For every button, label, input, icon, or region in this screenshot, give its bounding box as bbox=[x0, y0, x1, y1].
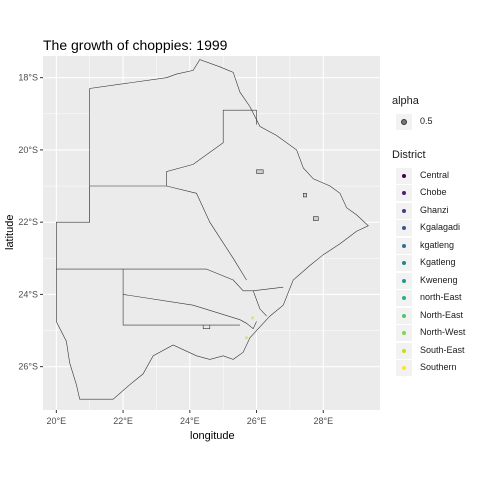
legend-key bbox=[396, 220, 412, 236]
y-tick-label: 26°S bbox=[18, 362, 38, 372]
legend-label: Chobe bbox=[420, 187, 447, 197]
x-tick-label: 28°E bbox=[313, 416, 333, 426]
y-tick-label: 22°S bbox=[18, 217, 38, 227]
legend-district-item: Ghanzi bbox=[392, 202, 465, 220]
legend-dot-icon bbox=[402, 348, 406, 353]
legend-label: North-West bbox=[420, 327, 466, 337]
legend-key bbox=[396, 342, 412, 359]
legend-label: 0.5 bbox=[420, 116, 433, 126]
district-boundary bbox=[202, 325, 211, 330]
district-boundary bbox=[239, 319, 257, 330]
legend-key bbox=[396, 307, 412, 324]
legend-label: kgatleng bbox=[420, 239, 455, 250]
legend-alpha-item: 0.5 bbox=[392, 113, 465, 131]
legend-dot-icon bbox=[402, 208, 406, 213]
legend-district-item: North-West bbox=[392, 324, 465, 342]
legend-key bbox=[396, 255, 412, 271]
legend-alpha-items: 0.5 bbox=[392, 113, 465, 131]
legend-label: Kweneng bbox=[420, 274, 458, 285]
district-enclave bbox=[256, 169, 264, 174]
district-boundary bbox=[89, 185, 247, 281]
legend-district-item: north-East bbox=[392, 289, 465, 307]
legend-dot-icon bbox=[402, 313, 406, 318]
legend-district-item: Central bbox=[392, 167, 465, 185]
legend-label: Kgalagadi bbox=[420, 222, 461, 232]
legend-key bbox=[396, 325, 412, 341]
legend-dot-icon bbox=[402, 261, 406, 265]
legend-key bbox=[396, 360, 412, 376]
legend-dot-icon bbox=[402, 173, 406, 178]
legend-dot-icon bbox=[402, 191, 406, 195]
district-boundary bbox=[122, 269, 240, 326]
legend-label: Southern bbox=[420, 362, 457, 372]
district-boundary bbox=[206, 268, 267, 317]
legend-dot-icon bbox=[402, 226, 406, 230]
legend-ring-icon bbox=[401, 119, 407, 125]
district-boundary bbox=[123, 294, 240, 320]
x-tick-label: 20°E bbox=[47, 416, 67, 426]
legend-district-item: Kgatleng bbox=[392, 254, 465, 272]
legend-district-item: Chobe bbox=[392, 184, 465, 202]
legend-key bbox=[396, 114, 412, 130]
store-point bbox=[244, 336, 249, 340]
legend-district-item: North-East bbox=[392, 307, 465, 325]
legend-dot-icon bbox=[402, 296, 406, 300]
legend-label: north-East bbox=[420, 292, 462, 302]
x-axis-label: longitude bbox=[190, 430, 235, 442]
legend-key bbox=[396, 167, 412, 184]
legend-key bbox=[396, 290, 412, 306]
y-tick-label: 18°S bbox=[18, 73, 38, 83]
x-tick-label: 26°E bbox=[247, 416, 267, 426]
legend: alpha 0.5 District Central Chobe Ghanzi Kga… bbox=[392, 95, 465, 377]
legend-district-item: kgatleng bbox=[392, 237, 465, 255]
district-boundary bbox=[166, 109, 257, 186]
y-tick-label: 24°S bbox=[18, 289, 38, 299]
legend-key bbox=[396, 272, 412, 289]
chart-title: The growth of choppies: 1999 bbox=[43, 37, 228, 53]
y-axis-label: latitude bbox=[4, 214, 16, 250]
x-tick-label: 24°E bbox=[180, 416, 200, 426]
country-outline bbox=[55, 59, 369, 400]
legend-dot-icon bbox=[402, 243, 406, 248]
legend-dot-icon bbox=[402, 278, 406, 283]
district-boundary bbox=[253, 286, 284, 292]
legend-dot-icon bbox=[402, 331, 406, 335]
x-tick-label: 22°E bbox=[113, 416, 133, 426]
legend-dot-icon bbox=[402, 366, 406, 370]
legend-label: South-East bbox=[420, 344, 465, 355]
legend-district-item: Kgalagadi bbox=[392, 219, 465, 237]
store-point bbox=[250, 316, 255, 320]
legend-key bbox=[396, 202, 412, 219]
legend-district-title: District bbox=[392, 148, 426, 161]
district-enclave bbox=[302, 193, 307, 198]
legend-district-item: Southern bbox=[392, 359, 465, 377]
legend-alpha-title: alpha bbox=[392, 95, 419, 107]
legend-key bbox=[396, 185, 412, 201]
legend-label: Kgatleng bbox=[420, 257, 456, 267]
legend-district-item: Kweneng bbox=[392, 272, 465, 290]
legend-label: North-East bbox=[420, 309, 464, 320]
legend-district-items: Central Chobe Ghanzi Kgalagadi kgatleng Kgatl… bbox=[392, 167, 465, 377]
district-enclave bbox=[312, 216, 319, 221]
legend-key bbox=[396, 237, 412, 254]
legend-district-item: South-East bbox=[392, 342, 465, 360]
legend-label: Ghanzi bbox=[420, 204, 449, 215]
legend-label: Central bbox=[420, 169, 450, 180]
y-tick-label: 20°S bbox=[18, 145, 38, 155]
